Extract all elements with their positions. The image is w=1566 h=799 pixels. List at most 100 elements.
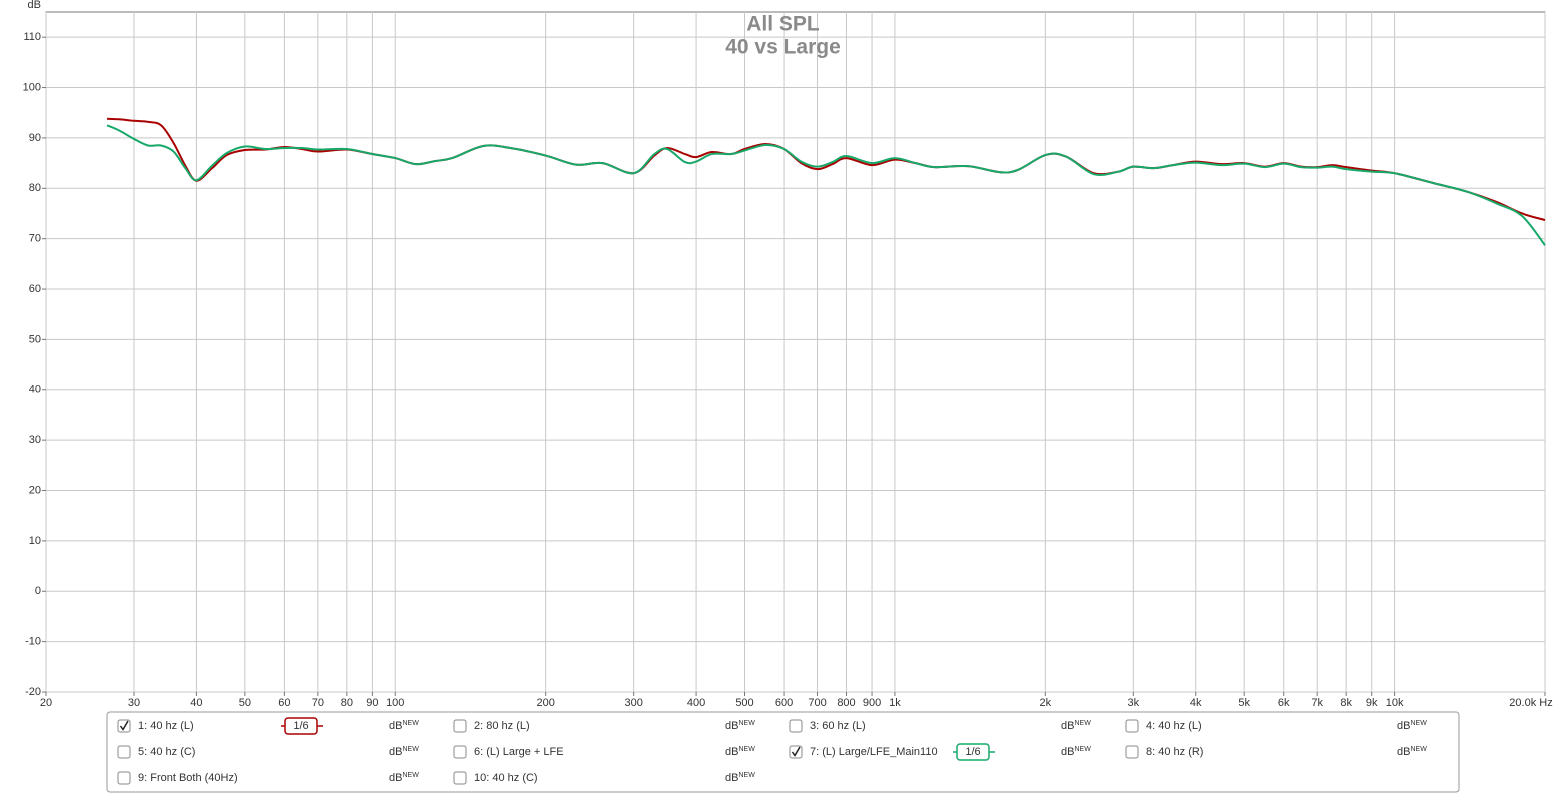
grid bbox=[45, 12, 1546, 693]
x-tick-label: 60 bbox=[278, 697, 290, 709]
x-tick-label: 3k bbox=[1128, 697, 1140, 709]
legend-entry: 9: Front Both (40Hz) dB NEW bbox=[117, 771, 419, 785]
unit-label: dB bbox=[1397, 746, 1410, 758]
x-tick-label: 4k bbox=[1190, 697, 1202, 709]
chart-subtitle: 40 vs Large bbox=[725, 36, 841, 59]
x-tick-label: 70 bbox=[312, 697, 324, 709]
smoothing-badge[interactable] bbox=[284, 717, 318, 735]
unit-label: dB bbox=[389, 720, 402, 732]
y-tick-label: 10 bbox=[29, 535, 41, 547]
x-tick-label: 400 bbox=[687, 697, 705, 709]
unit-label: dB bbox=[1061, 746, 1074, 758]
x-tick-label: 30 bbox=[128, 697, 140, 709]
legend-entry: 8: 40 hz (R) dB NEW bbox=[1125, 745, 1427, 759]
x-tick-label: 5k bbox=[1238, 697, 1250, 709]
checkbox[interactable] bbox=[1125, 745, 1139, 759]
legend-panel bbox=[106, 711, 1460, 793]
y-tick-label: 0 bbox=[35, 585, 41, 597]
x-tick-label: 700 bbox=[808, 697, 826, 709]
new-tag: NEW bbox=[402, 746, 419, 753]
y-tick-label: -20 bbox=[25, 686, 41, 698]
legend-label: 2: 80 hz (L) bbox=[474, 720, 530, 732]
unit-label: dB bbox=[389, 746, 402, 758]
new-tag: NEW bbox=[402, 772, 419, 779]
legend-entry: 10: 40 hz (C) dB NEW bbox=[453, 771, 755, 785]
x-tick-label: 300 bbox=[624, 697, 642, 709]
x-tick-label: 6k bbox=[1278, 697, 1290, 709]
checkbox[interactable] bbox=[453, 745, 467, 759]
chart-title: All SPL bbox=[746, 13, 820, 36]
smoothing-label: 1/6 bbox=[293, 720, 308, 732]
smoothing-badge[interactable] bbox=[956, 743, 990, 761]
curves bbox=[106, 117, 1546, 246]
x-tick-label: 200 bbox=[536, 697, 554, 709]
plot-area bbox=[45, 11, 1546, 693]
checkbox[interactable] bbox=[789, 719, 803, 733]
new-tag: NEW bbox=[1074, 746, 1091, 753]
check-mark bbox=[119, 720, 129, 731]
x-tick-label: 80 bbox=[341, 697, 353, 709]
x-tick-label: 500 bbox=[735, 697, 753, 709]
new-tag: NEW bbox=[738, 746, 755, 753]
checkbox[interactable] bbox=[117, 745, 131, 759]
y-tick-label: 30 bbox=[29, 434, 41, 446]
legend-label: 3: 60 hz (L) bbox=[810, 720, 866, 732]
legend-entry: 7: (L) Large/LFE_Main110 1/6 dB NEW bbox=[789, 743, 1091, 761]
x-tick-label: 900 bbox=[863, 697, 881, 709]
x-tick-label: 20 bbox=[40, 697, 52, 709]
checkbox[interactable] bbox=[453, 771, 467, 785]
x-tick-label: 7k bbox=[1311, 697, 1323, 709]
y-axis-label: dB bbox=[28, 0, 41, 11]
checkbox[interactable] bbox=[453, 719, 467, 733]
new-tag: NEW bbox=[738, 720, 755, 727]
y-tick-label: 20 bbox=[29, 484, 41, 496]
legend-entry: 5: 40 hz (C) dB NEW bbox=[117, 745, 419, 759]
legend-entry: 4: 40 hz (L) dB NEW bbox=[1125, 719, 1427, 733]
y-tick-label: 100 bbox=[23, 81, 41, 93]
legend-entry: 1: 40 hz (L) 1/6 dB NEW bbox=[117, 717, 419, 735]
legend-label: 10: 40 hz (C) bbox=[474, 772, 538, 784]
x-tick-label: 600 bbox=[775, 697, 793, 709]
unit-label: dB bbox=[725, 772, 738, 784]
legend-label: 6: (L) Large + LFE bbox=[474, 746, 564, 758]
x-tick-label: 2k bbox=[1040, 697, 1052, 709]
unit-label: dB bbox=[389, 772, 402, 784]
y-tick-label: 50 bbox=[29, 333, 41, 345]
new-tag: NEW bbox=[402, 720, 419, 727]
axes: -20 -10 0 10 20 30 40 50 60 70 80 90 100 110 20 30 40 50 6… bbox=[23, 31, 1553, 709]
x-tick-label: 50 bbox=[239, 697, 251, 709]
checkbox[interactable] bbox=[117, 771, 131, 785]
unit-label: dB bbox=[1397, 720, 1410, 732]
unit-label: dB bbox=[725, 746, 738, 758]
x-tick-label: 10k bbox=[1386, 697, 1404, 709]
legend-label: 9: Front Both (40Hz) bbox=[138, 772, 238, 784]
legend-label: 5: 40 hz (C) bbox=[138, 746, 195, 758]
legend-label: 1: 40 hz (L) bbox=[138, 720, 194, 732]
new-tag: NEW bbox=[1074, 720, 1091, 727]
check-mark bbox=[791, 746, 801, 757]
checkbox[interactable] bbox=[1125, 719, 1139, 733]
x-tick-label: 1k bbox=[889, 697, 901, 709]
new-tag: NEW bbox=[1410, 720, 1427, 727]
smoothing-label: 1/6 bbox=[965, 746, 980, 758]
unit-label: dB bbox=[725, 720, 738, 732]
legend-entry: 3: 60 hz (L) dB NEW bbox=[789, 719, 1091, 733]
x-tick-label: 100 bbox=[386, 697, 404, 709]
x-tick-label: 800 bbox=[837, 697, 855, 709]
y-tick-label: -10 bbox=[25, 636, 41, 648]
y-tick-label: 60 bbox=[29, 283, 41, 295]
y-tick-label: 90 bbox=[29, 132, 41, 144]
legend: 1: 40 hz (L) 1/6 dB NEW 2: 80 hz (L) dB NEW 3: … bbox=[117, 717, 1427, 785]
y-tick-label: 70 bbox=[29, 233, 41, 245]
legend-entry: 2: 80 hz (L) dB NEW bbox=[453, 719, 755, 733]
response-curve bbox=[106, 124, 1546, 246]
unit-label: dB bbox=[1061, 720, 1074, 732]
x-tick-label: 40 bbox=[190, 697, 202, 709]
new-tag: NEW bbox=[1410, 746, 1427, 753]
x-tick-label: 9k bbox=[1366, 697, 1378, 709]
x-tick-label: 20.0k Hz bbox=[1509, 697, 1552, 709]
legend-entry: 6: (L) Large + LFE dB NEW bbox=[453, 745, 755, 759]
y-tick-label: 110 bbox=[23, 31, 41, 43]
y-tick-label: 40 bbox=[29, 384, 41, 396]
